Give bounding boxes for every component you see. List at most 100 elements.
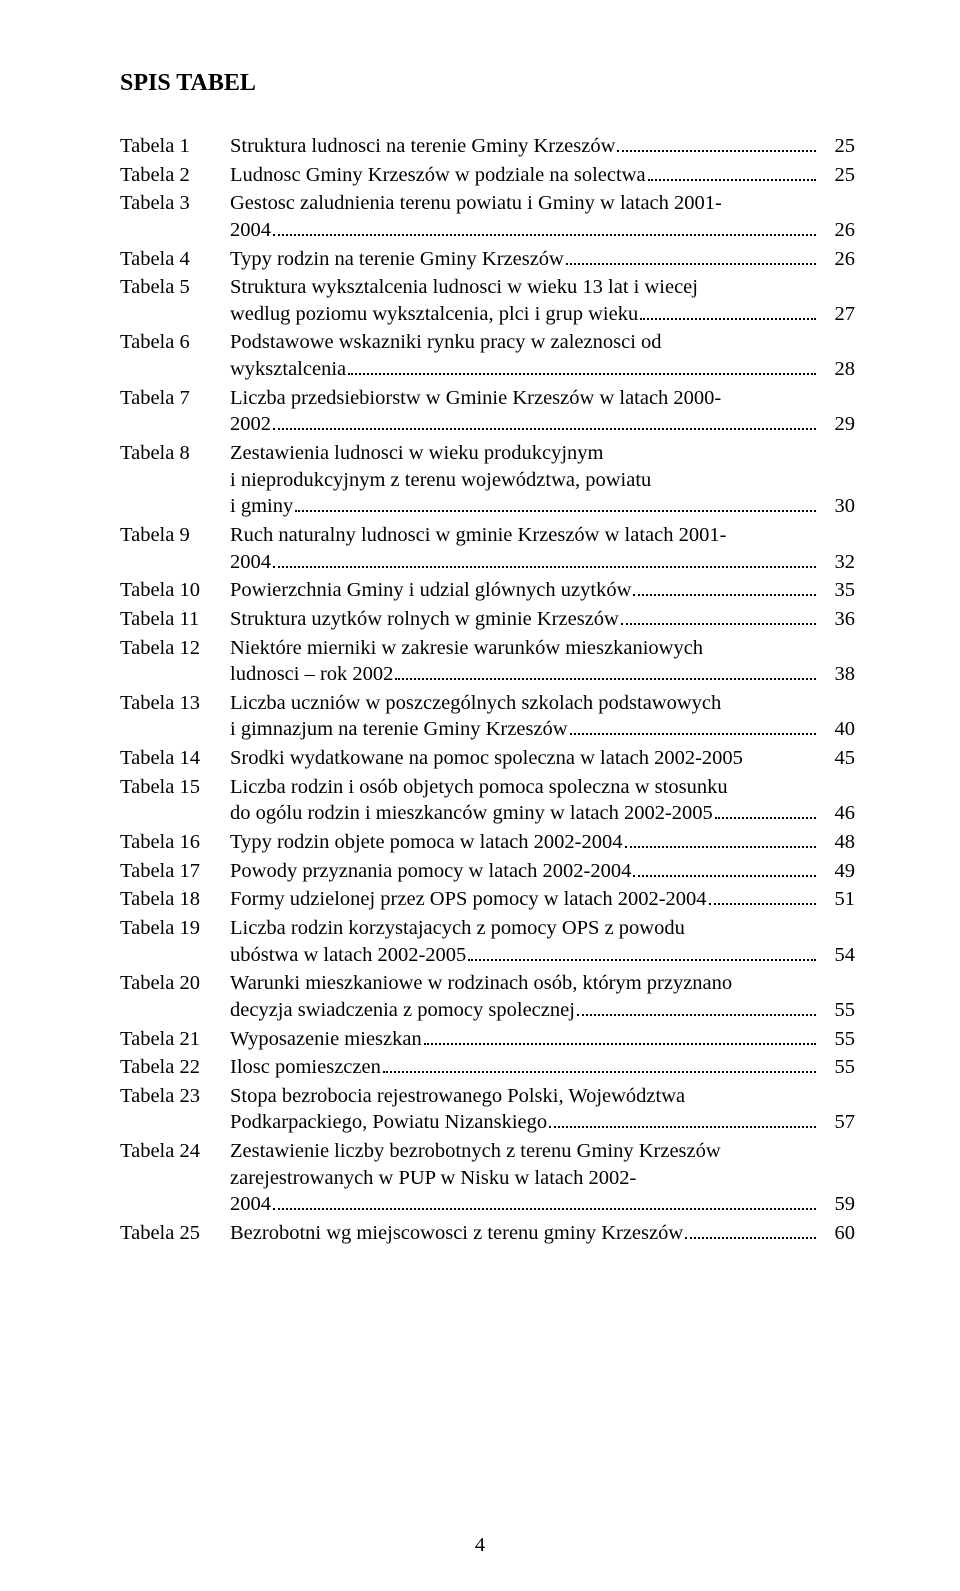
toc-entry-last-line: do ogólu rodzin i mieszkanców gminy w la…: [230, 800, 821, 827]
toc-entry-label: Tabela 8: [120, 440, 230, 467]
toc-entry-last-line: i gimnazjum na terenie Gminy Krzeszów: [230, 716, 821, 743]
toc-entry-text: i nieprodukcyjnym z terenu województwa, …: [230, 467, 821, 494]
toc-entry-text: ubóstwa w latach 2002-2005: [230, 942, 466, 969]
toc-entry-line: zarejestrowanych w PUP w Nisku w latach …: [120, 1165, 855, 1192]
toc-entry-last-line: Typy rodzin objete pomoca w latach 2002-…: [230, 829, 821, 856]
leader-dots: [273, 218, 816, 236]
toc-entry-text: Zestawienie liczby bezrobotnych z terenu…: [230, 1138, 821, 1165]
toc-entry: Tabela 2Ludnosc Gminy Krzeszów w podzial…: [120, 162, 855, 189]
toc-entry-text: Stopa bezrobocia rejestrowanego Polski, …: [230, 1083, 821, 1110]
toc-entry: Tabela 6Podstawowe wskazniki rynku pracy…: [120, 329, 855, 382]
toc-entry-page: 27: [821, 301, 855, 328]
toc-entry-label: Tabela 24: [120, 1138, 230, 1165]
toc-entry-page-spacer: [821, 190, 855, 217]
toc-entry: Tabela 14Srodki wydatkowane na pomoc spo…: [120, 745, 855, 772]
toc-entry-page-spacer: [821, 440, 855, 467]
toc-entry-line: Tabela 8Zestawienia ludnosci w wieku pro…: [120, 440, 855, 467]
toc-entry-text: Ilosc pomieszczen: [230, 1054, 381, 1081]
toc-entry-text: do ogólu rodzin i mieszkanców gminy w la…: [230, 800, 713, 827]
toc-entry-description: ubóstwa w latach 2002-2005: [230, 942, 821, 969]
toc-entry-page: 51: [821, 886, 855, 913]
toc-entry-text: Warunki mieszkaniowe w rodzinach osób, k…: [230, 970, 821, 997]
leader-dots: [383, 1055, 816, 1073]
toc-entry: Tabela 3Gestosc zaludnienia terenu powia…: [120, 190, 855, 243]
toc-entry-last-line: Srodki wydatkowane na pomoc spoleczna w …: [230, 745, 821, 772]
toc-entry-line: Tabela 9Ruch naturalny ludnosci w gminie…: [120, 522, 855, 549]
toc-entry-label: Tabela 1: [120, 133, 230, 160]
toc-entry-page: 40: [821, 716, 855, 743]
toc-entry-description: Liczba przedsiebiorstw w Gminie Krzeszów…: [230, 385, 821, 412]
toc-entry-text: Liczba rodzin korzystajacych z pomocy OP…: [230, 915, 821, 942]
toc-entry-text: Struktura uzytków rolnych w gminie Krzes…: [230, 606, 619, 633]
toc-entry-label: [120, 1165, 230, 1192]
toc-entry-text: 2004: [230, 549, 271, 576]
toc-entry-line: Tabela 25Bezrobotni wg miejscowosci z te…: [120, 1220, 855, 1247]
toc-entry-text: Ludnosc Gminy Krzeszów w podziale na sol…: [230, 162, 646, 189]
leader-dots: [640, 301, 816, 319]
toc-entry-page: 35: [821, 577, 855, 604]
toc-entry-description: wedlug poziomu wyksztalcenia, plci i gru…: [230, 301, 821, 328]
toc-entry-description: decyzja swiadczenia z pomocy spolecznej: [230, 997, 821, 1024]
toc-entry-page: 32: [821, 549, 855, 576]
toc-entry: Tabela 5Struktura wyksztalcenia ludnosci…: [120, 274, 855, 327]
toc-entry-description: Stopa bezrobocia rejestrowanego Polski, …: [230, 1083, 821, 1110]
toc-entry: Tabela 12Niektóre mierniki w zakresie wa…: [120, 635, 855, 688]
toc-entry-label: [120, 217, 230, 244]
toc-entry-page-spacer: [821, 635, 855, 662]
toc-entry-description: Struktura wyksztalcenia ludnosci w wieku…: [230, 274, 821, 301]
toc-entry-label: Tabela 13: [120, 690, 230, 717]
toc-entry-last-line: decyzja swiadczenia z pomocy spolecznej: [230, 997, 821, 1024]
page-title: SPIS TABEL: [120, 70, 855, 97]
table-of-tables: Tabela 1Struktura ludnosci na terenie Gm…: [120, 133, 855, 1247]
toc-entry-line: Tabela 10Powierzchnia Gminy i udzial gló…: [120, 577, 855, 604]
toc-entry-line: Tabela 14Srodki wydatkowane na pomoc spo…: [120, 745, 855, 772]
toc-entry-text: Struktura wyksztalcenia ludnosci w wieku…: [230, 274, 821, 301]
toc-entry-page: 25: [821, 133, 855, 160]
toc-entry: Tabela 9Ruch naturalny ludnosci w gminie…: [120, 522, 855, 575]
toc-entry-description: zarejestrowanych w PUP w Nisku w latach …: [230, 1165, 821, 1192]
toc-entry-line: 2004 32: [120, 549, 855, 576]
toc-entry-label: [120, 493, 230, 520]
leader-dots: [625, 830, 816, 848]
leader-dots: [295, 494, 816, 512]
toc-entry-label: Tabela 25: [120, 1220, 230, 1247]
toc-entry-page: 54: [821, 942, 855, 969]
toc-entry-page: 30: [821, 493, 855, 520]
toc-entry-description: Ilosc pomieszczen: [230, 1054, 821, 1081]
toc-entry-last-line: Typy rodzin na terenie Gminy Krzeszów: [230, 246, 821, 273]
toc-entry-line: ludnosci – rok 200238: [120, 661, 855, 688]
toc-entry-text: Powierzchnia Gminy i udzial glównych uzy…: [230, 577, 631, 604]
toc-entry-line: Tabela 11Struktura uzytków rolnych w gmi…: [120, 606, 855, 633]
toc-entry-description: Podkarpackiego, Powiatu Nizanskiego: [230, 1109, 821, 1136]
toc-entry: Tabela 16Typy rodzin objete pomoca w lat…: [120, 829, 855, 856]
toc-entry-label: [120, 1109, 230, 1136]
toc-entry-line: Tabela 18Formy udzielonej przez OPS pomo…: [120, 886, 855, 913]
leader-dots: [633, 858, 816, 876]
toc-entry-page-spacer: [821, 1138, 855, 1165]
toc-entry-description: Gestosc zaludnienia terenu powiatu i Gmi…: [230, 190, 821, 217]
leader-dots: [424, 1026, 816, 1044]
toc-entry-line: Tabela 16Typy rodzin objete pomoca w lat…: [120, 829, 855, 856]
toc-entry-page-spacer: [821, 1165, 855, 1192]
toc-entry-page-spacer: [821, 915, 855, 942]
toc-entry-label: Tabela 7: [120, 385, 230, 412]
toc-entry-line: Tabela 15Liczba rodzin i osób objetych p…: [120, 774, 855, 801]
toc-entry-description: 2002: [230, 411, 821, 438]
toc-entry-page-spacer: [821, 274, 855, 301]
toc-entry-page: 28: [821, 356, 855, 383]
toc-entry-last-line: Powody przyznania pomocy w latach 2002-2…: [230, 858, 821, 885]
toc-entry-label: Tabela 9: [120, 522, 230, 549]
toc-entry-text: Srodki wydatkowane na pomoc spoleczna w …: [230, 745, 743, 772]
toc-entry-page-spacer: [821, 774, 855, 801]
toc-entry-label: [120, 549, 230, 576]
toc-entry-page: 57: [821, 1109, 855, 1136]
toc-entry-line: 200459: [120, 1191, 855, 1218]
toc-entry-label: [120, 997, 230, 1024]
toc-entry-text: Formy udzielonej przez OPS pomocy w lata…: [230, 886, 707, 913]
toc-entry-page-spacer: [821, 385, 855, 412]
toc-entry-description: Formy udzielonej przez OPS pomocy w lata…: [230, 886, 821, 913]
toc-entry-text: Gestosc zaludnienia terenu powiatu i Gmi…: [230, 190, 821, 217]
toc-entry-line: i gminy30: [120, 493, 855, 520]
toc-entry: Tabela 21Wyposazenie mieszkan55: [120, 1026, 855, 1053]
toc-entry: Tabela 19Liczba rodzin korzystajacych z …: [120, 915, 855, 968]
